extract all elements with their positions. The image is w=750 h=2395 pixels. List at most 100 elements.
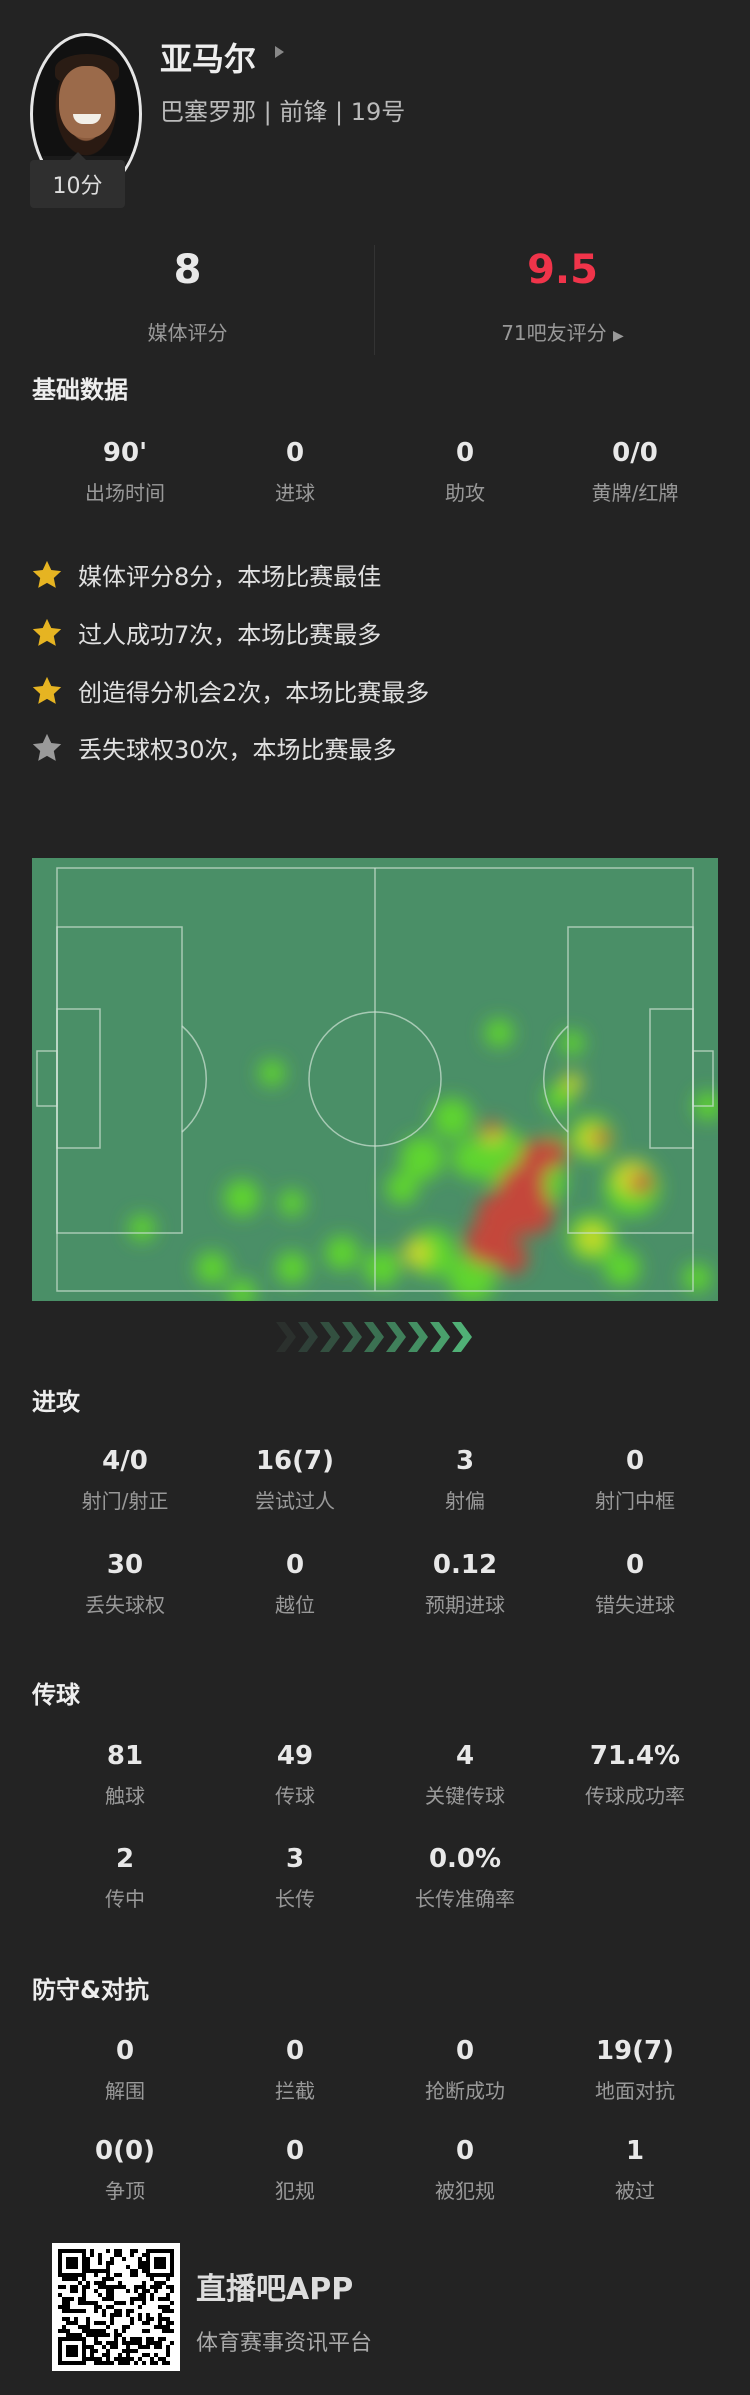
stat-label: 传球成功率 <box>585 1784 685 1808</box>
stat-cell: 0 被犯规 <box>380 2135 550 2204</box>
heat-blob <box>196 1252 228 1284</box>
stat-value: 1 <box>625 2136 645 2166</box>
stat-value: 0(0) <box>95 2136 155 2166</box>
stat-value: 0 <box>285 438 305 468</box>
score-badge: 10分 <box>30 152 125 208</box>
heat-blob <box>604 1250 640 1286</box>
stat-cell: 90' 出场时间 <box>40 437 210 506</box>
stat-label: 传中 <box>105 1887 145 1911</box>
heat-blob <box>510 1191 554 1235</box>
highlight-item: 媒体评分8分，本场比赛最佳 <box>30 557 381 592</box>
stat-label: 传球 <box>275 1784 315 1808</box>
divider <box>374 245 375 355</box>
app-name: 直播吧APP <box>196 2272 354 2307</box>
heat-blob <box>403 1239 431 1267</box>
heat-blob <box>496 1242 528 1274</box>
stat-cell: 0.0% 长传准确率 <box>380 1843 550 1912</box>
basic-stats-row: 90' 出场时间 0 进球 0 助攻 0/0 黄牌/红牌 <box>40 437 720 506</box>
stat-label: 助攻 <box>445 481 485 505</box>
fan-rating-label[interactable]: 71吧友评分 ▶ <box>375 317 750 346</box>
stat-cell: 0 越位 <box>210 1549 380 1618</box>
heat-blob <box>485 1019 513 1047</box>
attack-row: 30 丢失球权 0 越位 0.12 预期进球 0 错失进球 <box>40 1549 720 1618</box>
stat-value: 0.12 <box>432 1550 498 1580</box>
media-rating-label: 媒体评分 <box>147 321 228 345</box>
attack-row: 4/0 射门/射正 16(7) 尝试过人 3 射偏 0 射门中框 <box>40 1445 720 1514</box>
section-title-passing: 传球 <box>32 1681 80 1709</box>
highlight-text: 创造得分机会2次，本场比赛最多 <box>78 679 430 707</box>
highlight-item: 创造得分机会2次，本场比赛最多 <box>30 673 429 708</box>
heat-blob <box>386 1172 418 1204</box>
stat-value: 0 <box>285 2136 305 2166</box>
player-name[interactable]: 亚马尔 <box>160 40 257 78</box>
position: 前锋 <box>279 98 328 126</box>
stat-cell: 1 被过 <box>550 2135 720 2204</box>
stat-label: 被犯规 <box>435 2179 495 2203</box>
fan-rating-value: 9.5 <box>527 247 598 293</box>
stat-label: 拦截 <box>275 2079 315 2103</box>
stat-label: 长传准确率 <box>415 1887 515 1911</box>
chevron-right-icon <box>276 1322 296 1352</box>
stat-label: 出场时间 <box>85 481 165 505</box>
stat-label: 射门/射正 <box>81 1489 169 1513</box>
heat-blob <box>593 1129 611 1147</box>
heat-blob <box>279 1190 305 1216</box>
stat-value: 19(7) <box>595 2036 675 2066</box>
star-icon <box>32 676 62 704</box>
chevron-right-icon <box>452 1322 472 1352</box>
heat-blob <box>276 1252 308 1284</box>
stat-cell: 71.4% 传球成功率 <box>550 1740 720 1809</box>
stat-label: 进球 <box>275 481 315 505</box>
stat-cell: 19(7) 地面对抗 <box>550 2035 720 2104</box>
stat-label: 尝试过人 <box>255 1489 335 1513</box>
stat-cell: 0 错失进球 <box>550 1549 720 1618</box>
caret-right-icon: ▶ <box>613 328 624 344</box>
highlight-text: 媒体评分8分，本场比赛最佳 <box>78 563 382 591</box>
defense-row: 0 解围 0 拦截 0 抢断成功 19(7) 地面对抗 <box>40 2035 720 2104</box>
stat-cell: 3 射偏 <box>380 1445 550 1514</box>
star-icon <box>32 618 62 646</box>
stat-value: 0 <box>285 2036 305 2066</box>
fan-rating[interactable]: 9.5 71吧友评分 ▶ <box>375 245 750 346</box>
stat-value: 0 <box>455 2136 475 2166</box>
number: 19号 <box>350 98 406 126</box>
stat-label: 触球 <box>105 1784 145 1808</box>
chevron-right-icon <box>386 1322 406 1352</box>
heat-blob <box>400 1136 444 1180</box>
chevron-right-icon <box>320 1322 340 1352</box>
highlight-text: 过人成功7次，本场比赛最多 <box>78 621 382 649</box>
stat-label: 地面对抗 <box>595 2079 675 2103</box>
stat-value: 30 <box>106 1550 144 1580</box>
stat-label: 争顶 <box>105 2179 145 2203</box>
stat-cell: 0 射门中框 <box>550 1445 720 1514</box>
stat-label: 丢失球权 <box>85 1593 165 1617</box>
stat-label: 解围 <box>105 2079 145 2103</box>
heatmap-layer <box>36 867 718 1301</box>
highlight-item: 过人成功7次，本场比赛最多 <box>30 615 381 650</box>
heat-blob <box>259 1060 285 1086</box>
heat-blob <box>448 1254 496 1301</box>
section-title-defense: 防守&对抗 <box>32 1976 149 2004</box>
stat-label: 错失进球 <box>595 1593 675 1617</box>
stat-label: 预期进球 <box>425 1593 505 1617</box>
heatmap <box>32 858 718 1301</box>
stat-value: 0 <box>625 1550 645 1580</box>
stat-value: 0 <box>455 2036 475 2066</box>
stat-label: 黄牌/红牌 <box>591 481 679 505</box>
stat-cell: 4/0 射门/射正 <box>40 1445 210 1514</box>
stat-value: 0 <box>625 1446 645 1476</box>
stat-value: 2 <box>115 1844 135 1874</box>
stat-cell: 0/0 黄牌/红牌 <box>550 437 720 506</box>
stat-cell: 81 触球 <box>40 1740 210 1809</box>
stat-label: 被过 <box>615 2179 655 2203</box>
section-title-attack: 进攻 <box>32 1388 80 1416</box>
stat-value: 4 <box>455 1741 475 1771</box>
stat-cell: 2 传中 <box>40 1843 210 1912</box>
chevron-right-icon <box>430 1322 450 1352</box>
stat-cell: 30 丢失球权 <box>40 1549 210 1618</box>
qr-code[interactable] <box>52 2243 180 2371</box>
stat-label: 关键传球 <box>425 1784 505 1808</box>
highlight-item: 丢失球权30次，本场比赛最多 <box>30 730 397 765</box>
caret-right-icon[interactable] <box>275 46 284 58</box>
heat-blob <box>224 1180 260 1216</box>
